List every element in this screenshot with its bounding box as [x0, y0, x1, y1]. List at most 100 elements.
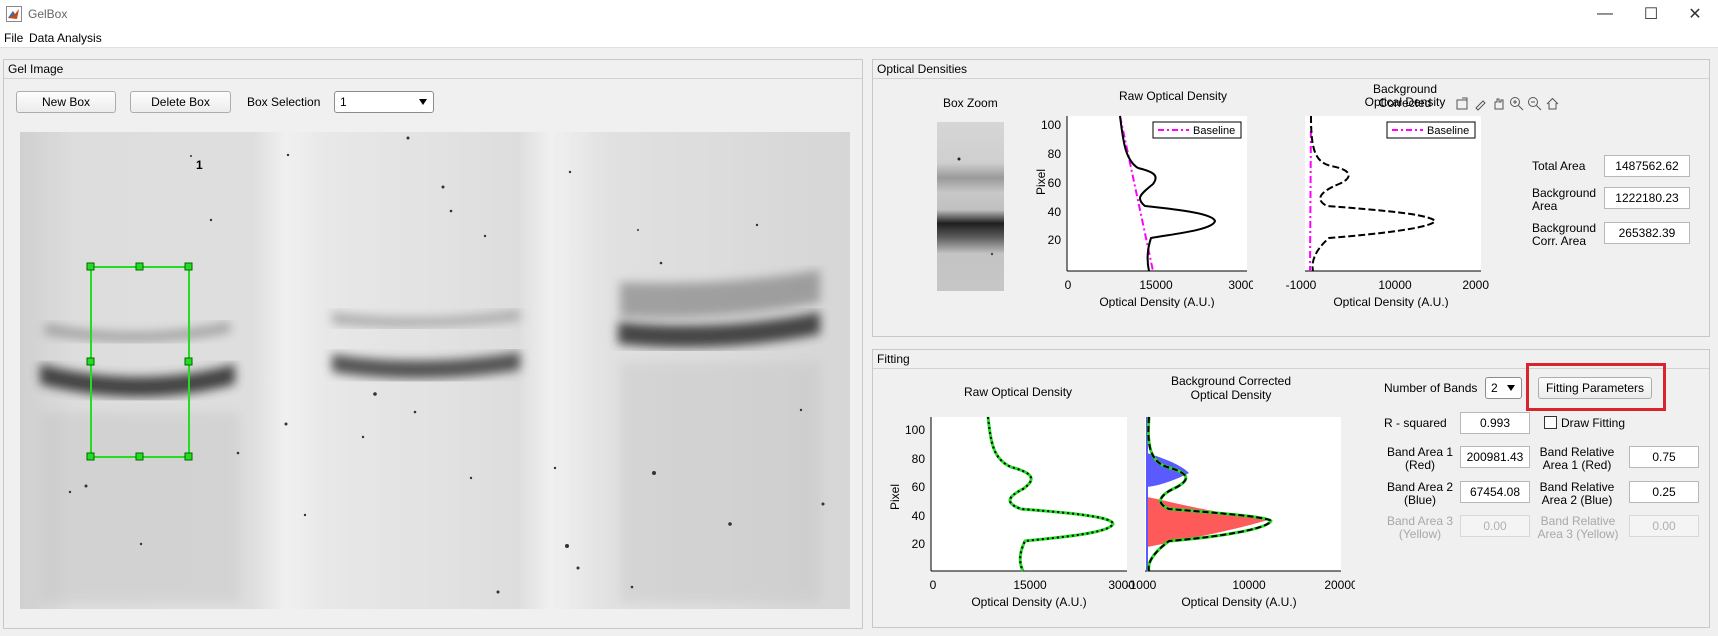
band-rel-area-2-label: Area 2 (Blue) [1541, 493, 1613, 507]
draw-fitting-checkbox[interactable] [1544, 416, 1557, 429]
raw-od-chart[interactable]: 100 80 60 40 20 0 15000 30000 Pixel Opti… [1013, 110, 1253, 308]
resize-handle[interactable] [86, 262, 95, 271]
maximize-icon: ☐ [1643, 6, 1659, 23]
bg-od-chart[interactable]: -1000 10000 20000 Optical Density (A.U.)… [1249, 110, 1489, 308]
band-rel-area-3-label: Band Relative [1540, 514, 1616, 528]
export-icon[interactable] [1455, 96, 1470, 111]
box-number-label: 1 [196, 158, 203, 172]
zoom-in-icon[interactable] [1509, 96, 1524, 111]
bg-od-curve [1310, 115, 1437, 272]
x-tick-label: 0 [1065, 278, 1072, 292]
resize-handle[interactable] [184, 357, 193, 366]
x-tick-label: 15000 [1139, 278, 1173, 292]
panel-title: Fitting [877, 352, 910, 366]
menu-data-analysis[interactable]: Data Analysis [29, 31, 102, 45]
band-area-1-label: (Red) [1404, 458, 1435, 472]
home-icon[interactable] [1545, 96, 1560, 111]
resize-handle[interactable] [184, 262, 193, 271]
resize-handle[interactable] [86, 357, 95, 366]
zoom-out-icon[interactable] [1527, 96, 1542, 111]
x-tick-label: 30000 [1228, 278, 1253, 292]
y-tick-label: 60 [912, 480, 926, 494]
chevron-down-icon [419, 99, 427, 105]
draw-fitting-label: Draw Fitting [1561, 416, 1626, 430]
delete-box-button[interactable]: Delete Box [130, 91, 231, 113]
panel-divider [873, 368, 1709, 369]
x-tick-label: -1000 [1126, 578, 1157, 592]
legend: Baseline [1386, 121, 1476, 139]
gel-image[interactable]: 1 [20, 132, 850, 609]
y-tick-label: 80 [1048, 147, 1062, 161]
raw-od-title: Raw Optical Density [1119, 89, 1228, 103]
menu-bar: File Data Analysis [0, 28, 1718, 48]
fit-bg-od-chart[interactable]: -1000 10000 20000 Optical Density (A.U.) [1119, 413, 1355, 609]
bg-corr-area-field[interactable]: 265382.39 [1604, 222, 1690, 244]
highlight-box [1526, 363, 1666, 411]
minimize-button[interactable]: — [1582, 0, 1628, 28]
total-area-field[interactable]: 1487562.62 [1604, 155, 1690, 177]
x-tick-label: -1000 [1286, 278, 1317, 292]
close-button[interactable]: ✕ [1672, 0, 1718, 28]
number-of-bands-label: Number of Bands [1384, 381, 1478, 395]
x-axis-label: Optical Density (A.U.) [1099, 295, 1214, 308]
y-tick-label: 20 [1048, 233, 1062, 247]
band-area-2-label: Band Area 2 [1386, 480, 1454, 494]
menu-file[interactable]: File [4, 31, 24, 45]
resize-handle[interactable] [184, 452, 193, 461]
x-tick-label: 20000 [1462, 278, 1489, 292]
x-tick-label: 0 [930, 578, 937, 592]
band-area-1-label: Band Area 1 [1386, 445, 1454, 459]
total-area-label: Total Area [1532, 159, 1586, 173]
raw-od-curve [1119, 115, 1217, 272]
brush-icon[interactable] [1473, 96, 1488, 111]
r-squared-field[interactable]: 0.993 [1460, 412, 1530, 434]
baseline-line [1119, 115, 1154, 272]
band-area-1-field[interactable]: 200981.43 [1460, 446, 1530, 468]
chevron-down-icon [1507, 385, 1515, 391]
resize-handle[interactable] [135, 262, 144, 271]
bg-data-curve [1147, 416, 1273, 572]
band-rel-area-2-label: Band Relative [1539, 480, 1615, 494]
matlab-icon [6, 6, 22, 22]
y-tick-label: 100 [1041, 118, 1061, 132]
fit-raw-od-chart[interactable]: 100 80 60 40 20 0 15000 30000 Pixel Opti… [873, 413, 1135, 609]
bg-od-title-line2: Optical Density [1364, 95, 1446, 109]
number-of-bands-dropdown[interactable]: 2 [1485, 377, 1522, 399]
x-tick-label: 10000 [1232, 578, 1266, 592]
band-area-3-field: 0.00 [1460, 515, 1530, 537]
band-rel-area-1-field[interactable]: 0.75 [1629, 446, 1699, 468]
resize-handle[interactable] [86, 452, 95, 461]
band-rel-area-2-field[interactable]: 0.25 [1629, 481, 1699, 503]
box-selection-dropdown[interactable]: 1 [334, 91, 434, 113]
band-rel-area-3-label: Area 3 (Yellow) [1537, 527, 1619, 541]
new-box-button[interactable]: New Box [16, 91, 116, 113]
y-tick-label: 40 [912, 509, 926, 523]
r-squared-label: R - squared [1384, 416, 1447, 430]
y-tick-label: 20 [912, 537, 926, 551]
box-zoom-title: Box Zoom [943, 96, 998, 110]
x-axis-label: Optical Density (A.U.) [1333, 295, 1448, 308]
pan-icon[interactable] [1491, 96, 1506, 111]
box-selection-value: 1 [340, 95, 347, 109]
fitting-parameters-button[interactable]: Fitting Parameters [1538, 377, 1652, 399]
fit-bg-od-title-line1: Background Corrected [1170, 374, 1292, 388]
y-tick-label: 100 [905, 423, 925, 437]
maximize-button[interactable]: ☐ [1628, 0, 1674, 28]
y-tick-label: 60 [1048, 176, 1062, 190]
box-selection-label: Box Selection [247, 95, 321, 109]
panel-title: Gel Image [8, 62, 64, 76]
optical-densities-panel: Optical Densities Box Zoom Raw Optical D… [872, 59, 1710, 337]
y-axis-label: Pixel [888, 484, 902, 510]
band-area-2-field[interactable]: 67454.08 [1460, 481, 1530, 503]
selection-box[interactable] [86, 262, 193, 461]
resize-handle[interactable] [135, 452, 144, 461]
fitting-panel: Fitting Raw Optical Density 100 80 60 40… [872, 349, 1710, 628]
legend-baseline: Baseline [1427, 125, 1469, 137]
title-bar: GelBox — ☐ ✕ [0, 0, 1718, 28]
raw-fit-curve [986, 416, 1115, 572]
x-tick-label: 10000 [1378, 278, 1412, 292]
panel-divider [4, 78, 862, 79]
minimize-icon: — [1597, 5, 1613, 22]
y-axis-label: Pixel [1034, 169, 1048, 195]
background-area-field[interactable]: 1222180.23 [1604, 187, 1690, 209]
